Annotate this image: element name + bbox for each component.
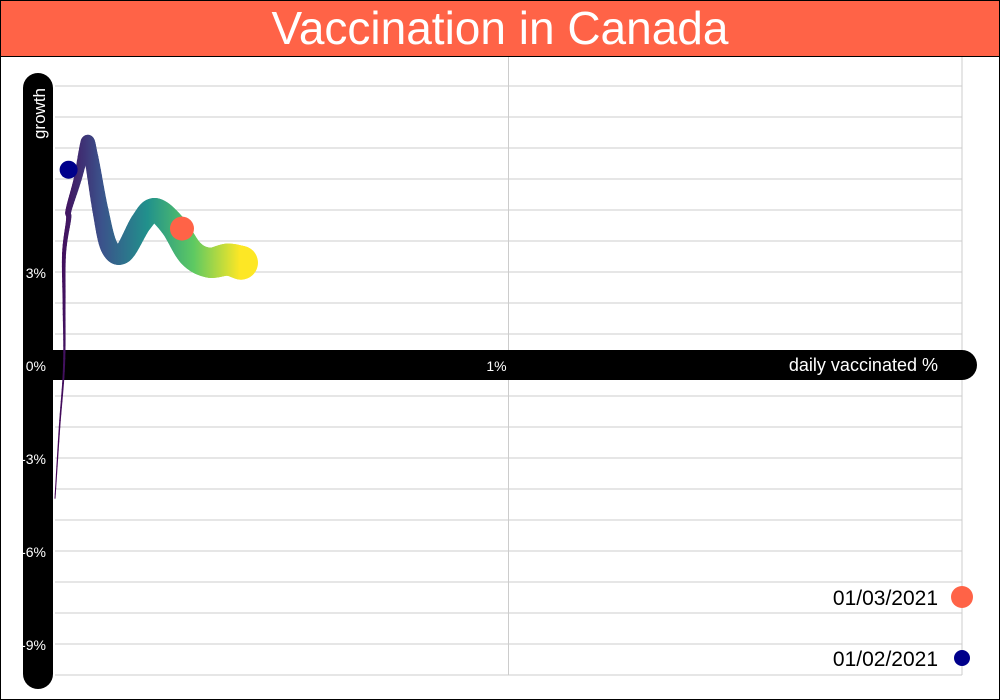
y-tick-label: -3% xyxy=(21,451,46,467)
markers xyxy=(59,160,194,241)
series-segment xyxy=(60,400,63,409)
y-tick-label: 0% xyxy=(26,358,46,374)
legend-label: 01/03/2021 xyxy=(833,587,938,610)
series-segment xyxy=(59,406,62,415)
series-path xyxy=(54,134,258,499)
title-bar: Vaccination in Canada xyxy=(1,1,999,57)
series-segment xyxy=(60,394,63,403)
axes: growth daily vaccinated % 1% 3% 0% -3% -6% -9% xyxy=(21,73,977,689)
series-segment xyxy=(56,449,59,459)
legend-marker xyxy=(951,586,973,608)
x-axis-label: daily vaccinated % xyxy=(789,355,938,375)
chart-title: Vaccination in Canada xyxy=(271,2,729,54)
series-segment xyxy=(59,413,62,422)
date-marker xyxy=(169,216,194,241)
legend-marker xyxy=(954,650,970,666)
gridlines xyxy=(55,57,963,676)
y-tick-label: -6% xyxy=(21,544,46,560)
x-tick-label: 1% xyxy=(486,358,506,374)
legend: 01/03/2021 01/02/2021 xyxy=(833,586,973,671)
y-tick-label: 3% xyxy=(26,265,46,281)
series-segment xyxy=(56,457,59,468)
series-segment xyxy=(57,433,60,443)
legend-label: 01/02/2021 xyxy=(833,648,938,671)
y-axis-label: growth xyxy=(30,88,49,139)
series-segment xyxy=(57,441,60,451)
y-tick-label: -9% xyxy=(21,637,46,653)
date-marker xyxy=(59,160,78,179)
